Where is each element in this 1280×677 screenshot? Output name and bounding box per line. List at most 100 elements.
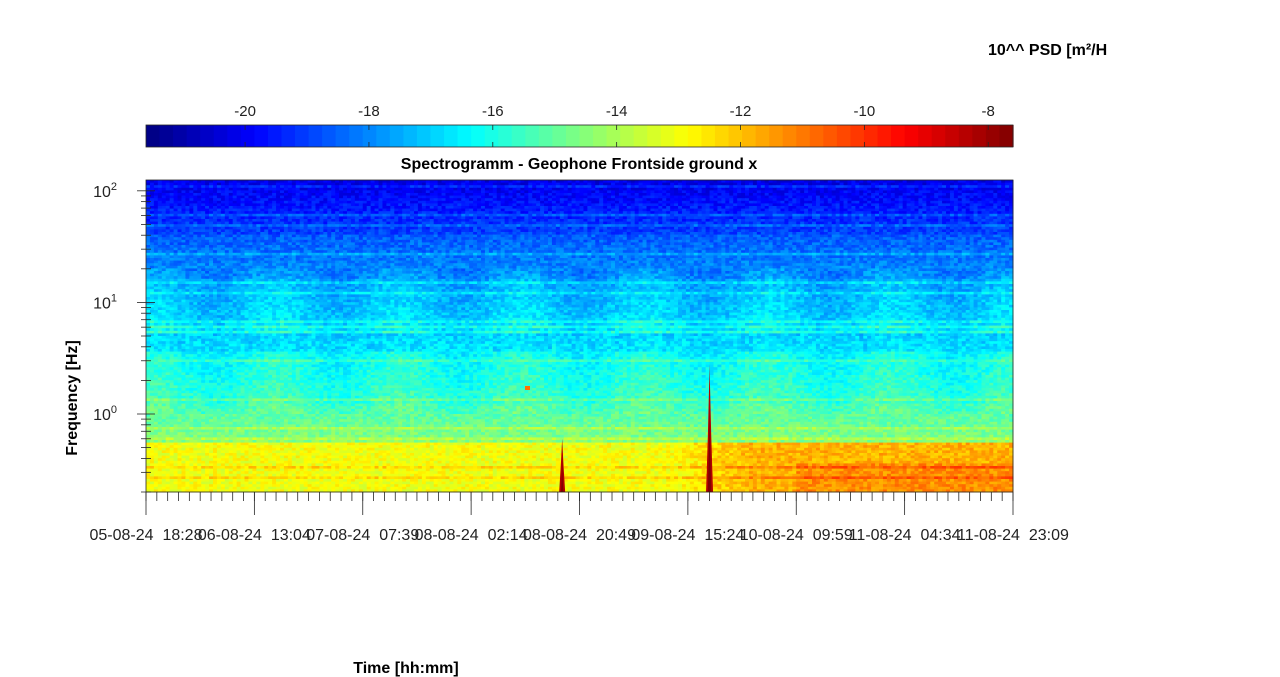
- heatmap-cell: [705, 211, 711, 215]
- heatmap-cell: [331, 185, 336, 189]
- heatmap-cell: [823, 208, 829, 212]
- heatmap-cell: [997, 208, 1002, 212]
- heatmap-cell: [311, 193, 316, 197]
- heatmap-cell: [362, 206, 368, 210]
- heatmap-cell: [228, 187, 234, 191]
- heatmap-cell: [350, 203, 356, 207]
- heatmap-cell: [193, 200, 198, 204]
- heatmap-cell: [571, 200, 577, 204]
- heatmap-cell: [776, 198, 781, 202]
- heatmap-cell: [961, 208, 967, 212]
- heatmap-cell: [784, 187, 789, 191]
- heatmap-cell: [469, 198, 474, 202]
- heatmap-cell: [879, 185, 884, 189]
- heatmap-cell: [157, 203, 163, 207]
- heatmap-cell: [209, 198, 214, 202]
- heatmap-cell: [654, 206, 659, 210]
- heatmap-cell: [410, 195, 415, 199]
- heatmap-cell: [634, 180, 640, 184]
- heatmap-cell: [189, 206, 194, 210]
- heatmap-cell: [291, 200, 297, 204]
- heatmap-cell: [666, 182, 671, 186]
- colorbar-swatch: [511, 125, 526, 147]
- heatmap-cell: [611, 203, 616, 207]
- heatmap-cell: [906, 211, 912, 215]
- heatmap-cell: [808, 203, 813, 207]
- heatmap-cell: [949, 200, 955, 204]
- heatmap-cell: [185, 185, 190, 189]
- heatmap-cell: [181, 206, 186, 210]
- heatmap-cell: [879, 190, 884, 194]
- heatmap-cell: [595, 185, 600, 189]
- heatmap-cell: [622, 193, 628, 197]
- heatmap-cell: [307, 195, 313, 199]
- heatmap-cell: [741, 200, 746, 204]
- heatmap-cell: [863, 190, 868, 194]
- heatmap-cell: [496, 206, 502, 210]
- heatmap-cell: [926, 200, 931, 204]
- heatmap-cell: [981, 180, 986, 184]
- heatmap-cell: [421, 180, 427, 184]
- heatmap-cell: [717, 182, 722, 186]
- heatmap-cell: [898, 182, 904, 186]
- colorbar-swatch: [362, 125, 377, 147]
- heatmap-cell: [453, 200, 458, 204]
- heatmap-cell: [425, 190, 431, 194]
- heatmap-cell: [1005, 198, 1010, 202]
- heatmap-cell: [689, 193, 695, 197]
- heatmap-cell: [965, 203, 971, 207]
- heatmap-cell: [461, 208, 466, 212]
- heatmap-cell: [437, 190, 443, 194]
- heatmap-cell: [197, 198, 202, 202]
- heatmap-cell: [205, 185, 210, 189]
- heatmap-cell: [957, 208, 963, 212]
- heatmap-cell: [343, 208, 348, 212]
- heatmap-cell: [748, 206, 754, 210]
- heatmap-cell: [386, 213, 391, 217]
- heatmap-cell: [327, 198, 332, 202]
- heatmap-cell: [350, 193, 356, 197]
- heatmap-cell: [350, 211, 356, 215]
- heatmap-cell: [370, 203, 376, 207]
- heatmap-cell: [693, 190, 699, 194]
- heatmap-cell: [563, 190, 569, 194]
- heatmap-cell: [906, 198, 912, 202]
- heatmap-cell: [209, 180, 214, 184]
- heatmap-cell: [299, 187, 305, 191]
- heatmap-cell: [725, 190, 730, 194]
- heatmap-cell: [969, 190, 975, 194]
- heatmap-cell: [871, 211, 876, 215]
- heatmap-cell: [772, 195, 778, 199]
- heatmap-cell: [614, 208, 620, 212]
- heatmap-cell: [756, 198, 762, 202]
- heatmap-cell: [942, 195, 947, 199]
- heatmap-cell: [378, 206, 383, 210]
- heatmap-cell: [413, 203, 419, 207]
- heatmap-cell: [890, 206, 896, 210]
- heatmap-cell: [729, 193, 734, 197]
- heatmap-cell: [536, 180, 541, 184]
- heatmap-cell: [295, 200, 301, 204]
- heatmap-cell: [366, 195, 372, 199]
- heatmap-cell: [949, 190, 955, 194]
- heatmap-cell: [563, 185, 569, 189]
- heatmap-cell: [772, 208, 778, 212]
- heatmap-cell: [997, 198, 1002, 202]
- heatmap-cell: [812, 198, 817, 202]
- heatmap-cell: [216, 198, 222, 202]
- heatmap-cell: [930, 180, 935, 184]
- heatmap-cell: [681, 206, 687, 210]
- heatmap-cell: [209, 185, 214, 189]
- heatmap-cell: [969, 180, 975, 184]
- heatmap-cell: [437, 213, 443, 217]
- heatmap-cell: [279, 203, 285, 207]
- heatmap-cell: [946, 208, 951, 212]
- heatmap-cell: [161, 180, 167, 184]
- heatmap-cell: [882, 180, 888, 184]
- heatmap-cell: [812, 193, 817, 197]
- heatmap-cell: [149, 208, 155, 212]
- heatmap-cell: [398, 182, 403, 186]
- heatmap-cell: [938, 185, 943, 189]
- heatmap-cell: [240, 182, 246, 186]
